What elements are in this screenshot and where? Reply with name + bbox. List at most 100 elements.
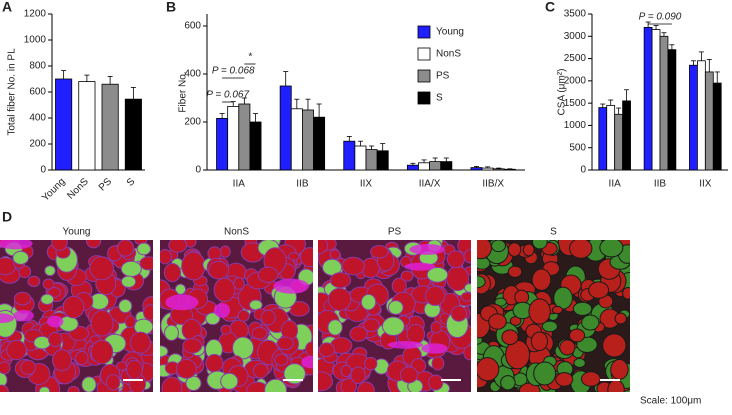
bar — [376, 150, 389, 171]
fiber — [425, 285, 446, 306]
bar — [622, 100, 631, 171]
fiber — [62, 295, 85, 319]
bar — [470, 167, 483, 171]
fiber — [572, 301, 593, 316]
fiber — [559, 339, 576, 356]
panel-label: A — [2, 0, 12, 15]
fiber — [164, 324, 179, 341]
bar — [659, 35, 669, 171]
fiber — [399, 366, 419, 384]
fiber — [274, 353, 289, 366]
fiber — [44, 265, 56, 277]
y-tick-label: 200 — [29, 139, 46, 150]
membrane — [421, 343, 448, 354]
fiber — [89, 256, 114, 281]
fiber — [260, 309, 276, 326]
fiber — [522, 243, 535, 257]
y-tick-label: 800 — [29, 61, 46, 72]
membrane — [47, 315, 64, 328]
panel-label: D — [2, 209, 12, 225]
fiber — [580, 371, 601, 387]
fiber — [233, 277, 245, 290]
membrane — [0, 240, 33, 250]
fiber — [12, 250, 30, 265]
annotation: P = 0.068 — [212, 66, 255, 77]
fiber — [568, 328, 586, 343]
fiber — [340, 364, 352, 378]
y-tick-label: 1000 — [564, 120, 587, 131]
bar — [598, 107, 608, 171]
fiber — [129, 331, 151, 354]
fiber — [283, 363, 306, 385]
bar — [290, 108, 303, 171]
fiber — [446, 250, 465, 269]
fiber — [531, 268, 552, 291]
membrane — [0, 313, 15, 324]
fiber — [213, 277, 236, 302]
fiber — [426, 266, 449, 283]
x-tick-label: IIX — [360, 179, 373, 190]
fiber — [622, 286, 630, 300]
fiber — [126, 359, 143, 380]
fiber — [105, 374, 121, 391]
x-tick-label: Young — [40, 176, 68, 204]
fiber — [90, 309, 114, 337]
bar — [249, 121, 262, 171]
fiber — [491, 240, 507, 253]
bar — [689, 64, 698, 171]
fiber — [500, 375, 516, 391]
fiber — [329, 249, 341, 260]
fiber — [460, 291, 471, 302]
legend-label: S — [436, 93, 443, 104]
micrograph — [160, 240, 313, 392]
x-tick-label: S — [125, 176, 138, 189]
fiber — [139, 256, 153, 271]
y-axis-label: Total fiber No. in PL — [7, 48, 18, 136]
fiber — [551, 305, 563, 315]
bar — [343, 140, 356, 171]
membrane — [409, 243, 445, 255]
fiber — [264, 378, 287, 392]
membrane — [404, 262, 436, 271]
fiber — [599, 240, 624, 258]
y-tick-label: 0 — [580, 165, 586, 176]
fiber — [237, 309, 250, 322]
y-tick-label: 200 — [184, 117, 201, 128]
micrograph — [477, 240, 630, 392]
y-tick-label: 600 — [29, 87, 46, 98]
fiber — [607, 379, 625, 392]
fiber — [276, 336, 294, 351]
fiber — [318, 371, 333, 392]
fiber — [18, 265, 32, 279]
y-tick-label: 400 — [184, 69, 201, 80]
fiber — [327, 319, 343, 336]
y-tick-label: 500 — [569, 142, 586, 153]
bar — [697, 60, 706, 171]
membrane — [13, 309, 34, 322]
fiber — [349, 326, 368, 342]
fiber — [507, 242, 522, 257]
x-tick-label: IIB — [296, 179, 309, 190]
y-tick-label: 3500 — [564, 9, 587, 20]
legend-swatch — [417, 25, 431, 39]
fiber — [507, 265, 523, 278]
fiber — [488, 313, 507, 330]
bar — [643, 26, 653, 171]
bar — [406, 164, 419, 171]
fiber — [364, 356, 378, 371]
membrane — [165, 294, 199, 311]
bar — [313, 116, 326, 171]
y-tick-label: 1200 — [24, 9, 47, 20]
fiber — [208, 260, 229, 280]
fiber — [124, 315, 136, 329]
fiber — [360, 293, 377, 311]
bar — [365, 149, 378, 171]
fiber — [363, 318, 380, 332]
fiber — [391, 277, 407, 294]
bar — [216, 118, 229, 171]
legend-swatch — [417, 69, 431, 83]
fiber — [116, 240, 135, 257]
fiber — [251, 326, 268, 340]
fiber — [400, 270, 414, 282]
fiber — [318, 240, 329, 255]
